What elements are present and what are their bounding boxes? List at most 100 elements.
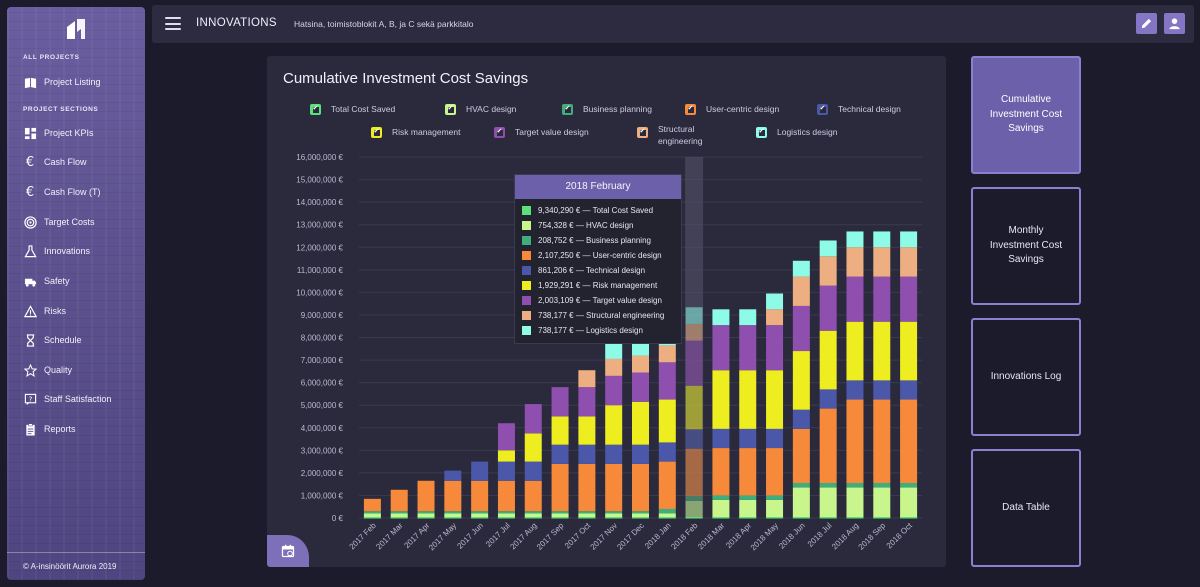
bar-segment[interactable] xyxy=(658,508,676,514)
bar-segment[interactable] xyxy=(417,480,435,512)
panel-innovations-log[interactable]: Innovations Log xyxy=(971,318,1081,436)
sidebar-item-innovations[interactable]: Innovations xyxy=(23,243,90,259)
bar-segment[interactable] xyxy=(363,513,381,518)
bar-segment[interactable] xyxy=(766,448,784,496)
bar-segment[interactable] xyxy=(578,511,596,514)
bar-segment[interactable] xyxy=(551,463,569,512)
bar-segment[interactable] xyxy=(873,276,891,322)
user-button[interactable] xyxy=(1164,13,1185,34)
bar-segment[interactable] xyxy=(390,513,408,518)
bar-segment[interactable] xyxy=(792,483,810,488)
bar-segment[interactable] xyxy=(900,276,918,322)
bar-segment[interactable] xyxy=(685,448,703,497)
bar-segment[interactable] xyxy=(578,370,596,388)
sidebar-item-risks[interactable]: Risks xyxy=(23,303,66,319)
sidebar-item-quality[interactable]: Quality xyxy=(23,362,72,378)
bar-segment[interactable] xyxy=(739,309,757,326)
bar-segment[interactable] xyxy=(605,463,623,512)
bar-segment[interactable] xyxy=(792,351,810,410)
bar-segment[interactable] xyxy=(632,463,649,512)
bar-segment[interactable] xyxy=(605,342,623,359)
legend-item-total-cost-saved[interactable]: Total Cost Saved xyxy=(310,104,395,115)
bar-segment[interactable] xyxy=(819,389,837,409)
edit-button[interactable] xyxy=(1136,13,1157,34)
bar-segment[interactable] xyxy=(819,240,837,257)
bar-segment[interactable] xyxy=(712,499,730,518)
sidebar-item-staff-satisfaction[interactable]: ? Staff Satisfaction xyxy=(23,391,111,407)
legend-item-business-planning[interactable]: Business planning xyxy=(562,104,652,115)
bar-segment[interactable] xyxy=(363,498,381,512)
bar-segment[interactable] xyxy=(578,463,596,512)
legend-item-hvac-design[interactable]: HVAC design xyxy=(445,104,516,115)
bar-segment[interactable] xyxy=(712,309,730,326)
bar-segment[interactable] xyxy=(846,399,864,484)
bar-segment[interactable] xyxy=(873,487,891,518)
bar-segment[interactable] xyxy=(632,401,649,445)
bar-segment[interactable] xyxy=(632,444,649,464)
bar-segment[interactable] xyxy=(739,448,757,496)
bar-segment[interactable] xyxy=(792,276,810,306)
sidebar-item-reports[interactable]: Reports xyxy=(23,421,76,437)
legend-item-user-centric-design[interactable]: User-centric design xyxy=(685,104,779,115)
bar-segment[interactable] xyxy=(712,448,730,496)
sidebar-item-schedule[interactable]: Schedule xyxy=(23,332,82,348)
bar-segment[interactable] xyxy=(578,444,596,464)
bar-segment[interactable] xyxy=(390,489,408,512)
bar-segment[interactable] xyxy=(900,247,918,277)
bar-segment[interactable] xyxy=(792,409,810,429)
bar-segment[interactable] xyxy=(471,461,489,481)
bar-segment[interactable] xyxy=(497,513,515,518)
bar-segment[interactable] xyxy=(471,480,489,512)
bar-segment[interactable] xyxy=(739,499,757,518)
bar-segment[interactable] xyxy=(819,285,837,331)
bar-segment[interactable] xyxy=(658,461,676,509)
bar-segment[interactable] xyxy=(685,385,703,430)
sidebar-item-project-kpis[interactable]: Project KPIs xyxy=(23,125,94,141)
bar-segment[interactable] xyxy=(846,380,864,400)
bar-segment[interactable] xyxy=(792,428,810,484)
bar-segment[interactable] xyxy=(632,513,649,518)
bar-segment[interactable] xyxy=(417,513,435,518)
bar-segment[interactable] xyxy=(551,416,569,445)
bar-segment[interactable] xyxy=(524,480,542,512)
bar-segment[interactable] xyxy=(685,307,703,324)
legend-item-logistics-design[interactable]: Logistics design xyxy=(756,127,837,138)
bar-segment[interactable] xyxy=(739,325,757,371)
bar-segment[interactable] xyxy=(900,231,918,248)
bar-segment[interactable] xyxy=(658,399,676,443)
bar-segment[interactable] xyxy=(873,399,891,484)
bar-segment[interactable] xyxy=(524,433,542,462)
bar-segment[interactable] xyxy=(712,495,730,500)
bar-segment[interactable] xyxy=(471,511,489,514)
bar-segment[interactable] xyxy=(873,247,891,277)
bar-segment[interactable] xyxy=(524,404,542,434)
bar-segment[interactable] xyxy=(658,362,676,400)
bar-segment[interactable] xyxy=(551,513,569,518)
bar-segment[interactable] xyxy=(685,429,703,449)
bar-segment[interactable] xyxy=(739,370,757,429)
bar-segment[interactable] xyxy=(578,387,596,417)
legend-item-structural-engineering[interactable]: Structural engineering xyxy=(637,123,708,147)
bar-segment[interactable] xyxy=(819,330,837,390)
legend-item-target-value-design[interactable]: Target value design xyxy=(494,127,589,138)
bar-segment[interactable] xyxy=(578,416,596,445)
bar-segment[interactable] xyxy=(444,480,462,512)
bar-segment[interactable] xyxy=(792,487,810,518)
bar-segment[interactable] xyxy=(632,511,649,514)
bar-segment[interactable] xyxy=(819,408,837,484)
bar-segment[interactable] xyxy=(900,399,918,484)
bar-segment[interactable] xyxy=(819,483,837,488)
bar-segment[interactable] xyxy=(739,428,757,449)
legend-item-risk-management[interactable]: Risk management xyxy=(371,127,461,138)
bar-segment[interactable] xyxy=(766,499,784,518)
bar-segment[interactable] xyxy=(363,511,381,514)
bar-segment[interactable] xyxy=(471,513,489,518)
bar-segment[interactable] xyxy=(605,358,623,376)
bar-segment[interactable] xyxy=(497,423,515,451)
bar-segment[interactable] xyxy=(873,231,891,248)
bar-segment[interactable] xyxy=(766,309,784,326)
bar-segment[interactable] xyxy=(605,375,623,406)
bar-segment[interactable] xyxy=(846,231,864,248)
panel-data-table[interactable]: Data Table xyxy=(971,449,1081,567)
bar-segment[interactable] xyxy=(497,461,515,481)
